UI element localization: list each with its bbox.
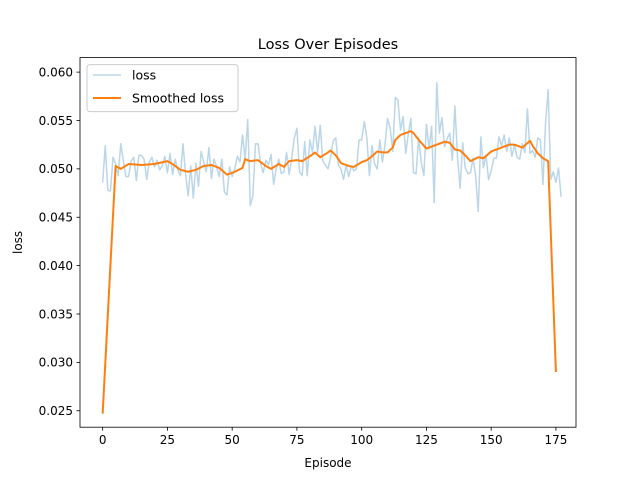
y-axis-label: loss [11, 231, 25, 254]
y-tick-label: 0.055 [39, 114, 73, 128]
y-tick-label: 0.040 [39, 259, 73, 273]
x-tick-label: 0 [99, 433, 107, 447]
x-tick-label: 175 [544, 433, 567, 447]
x-tick-label: 150 [480, 433, 503, 447]
legend-label-smoothed-loss: Smoothed loss [132, 91, 224, 106]
x-axis-ticks: 0 25 50 75 100 125 150 175 [99, 427, 567, 447]
series-layer [101, 82, 562, 414]
y-tick-label: 0.025 [39, 404, 73, 418]
y-axis-ticks: 0.025 0.030 0.035 0.040 0.045 0.050 0.055 0.060 [39, 65, 80, 418]
y-tick-label: 0.060 [39, 65, 73, 79]
y-tick-label: 0.045 [39, 211, 73, 225]
x-axis-label: Episode [304, 456, 351, 470]
series-line-smoothed-loss [101, 130, 557, 414]
x-tick-label: 100 [350, 433, 373, 447]
legend-label-loss: loss [132, 68, 156, 83]
y-tick-label: 0.035 [39, 307, 73, 321]
x-tick-label: 75 [289, 433, 304, 447]
legend-box [86, 64, 239, 113]
x-tick-label: 25 [160, 433, 175, 447]
y-tick-label: 0.050 [39, 162, 73, 176]
y-tick-label: 0.030 [39, 356, 73, 370]
series-line-loss [101, 82, 562, 213]
legend: loss Smoothed loss [86, 64, 239, 113]
x-tick-label: 125 [415, 433, 438, 447]
chart-title: Loss Over Episodes [258, 37, 398, 53]
axes-frame [79, 57, 577, 428]
x-tick-label: 50 [225, 433, 240, 447]
